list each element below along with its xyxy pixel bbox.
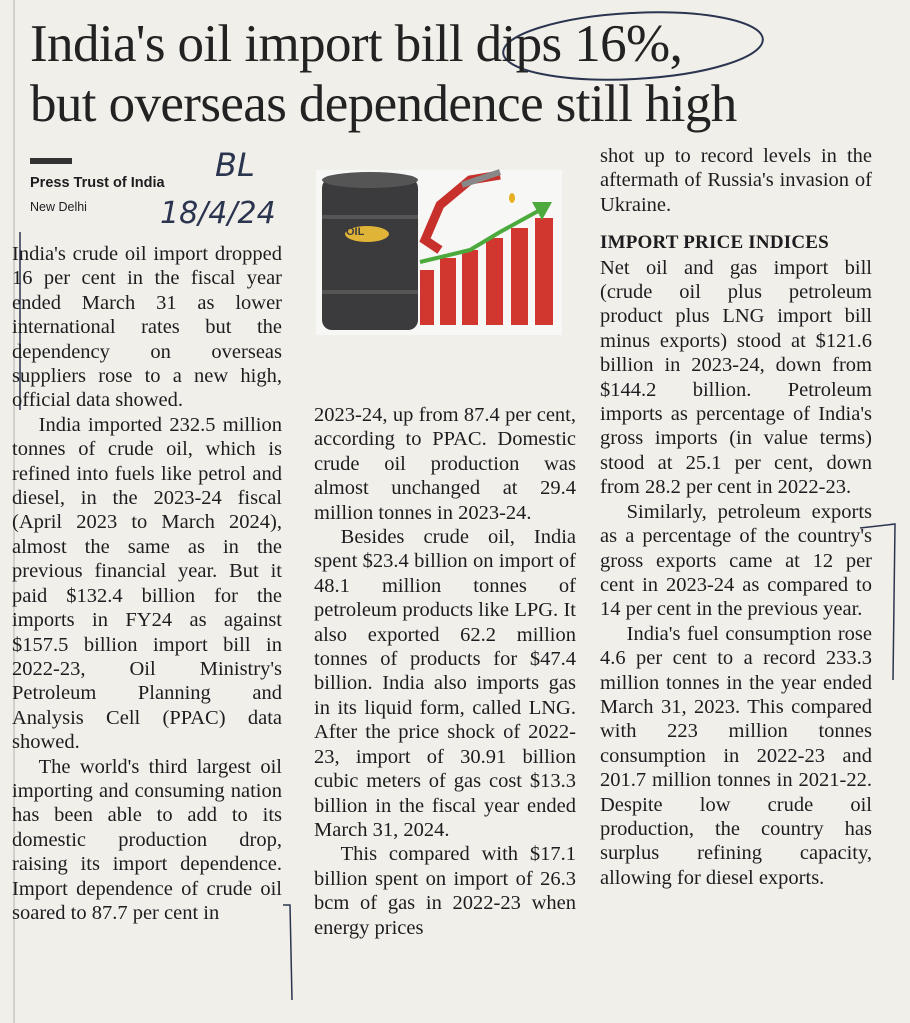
paragraph: India imported 232.5 million tonnes of c… (12, 413, 282, 754)
paragraph: Besides crude oil, India spent $23.4 bil… (314, 526, 576, 841)
hand-mark (859, 523, 896, 681)
column: 2023-24, up from 87.4 per cent, accordin… (314, 403, 576, 940)
hand-circle (502, 11, 764, 81)
handwritten-note: BL (215, 146, 255, 184)
paragraph: India's crude oil import dropped 16 per … (12, 243, 282, 412)
byline-bar (30, 158, 72, 164)
dateline: New Delhi (30, 200, 87, 214)
handwritten-note: 18/4/24 (160, 196, 276, 231)
column: shot up to record levels in the aftermat… (600, 144, 872, 890)
subhead: IMPORT PRICE INDICES (600, 232, 829, 254)
column: India's crude oil import dropped 16 per … (12, 242, 282, 925)
paragraph: shot up to record levels in the aftermat… (600, 145, 872, 216)
paragraph: The world's third largest oil importing … (12, 755, 282, 924)
headline: but overseas dependence still high (30, 75, 737, 133)
hand-mark (283, 904, 293, 1001)
paragraph: India's fuel consumption rose 4.6 per ce… (600, 622, 872, 889)
paragraph: 2023-24, up from 87.4 per cent, accordin… (314, 404, 576, 524)
barrel-label: OIL (346, 226, 365, 238)
headline: India's oil import bill dips 16%, (30, 15, 683, 73)
paragraph: This compared with $17.1 billion spent o… (314, 843, 576, 939)
illustration (316, 169, 562, 335)
byline-agency: Press Trust of India (30, 175, 165, 191)
paragraph: Net oil and gas import bill (crude oil p… (600, 256, 872, 499)
paragraph: Similarly, petroleum exports as a percen… (600, 500, 872, 621)
